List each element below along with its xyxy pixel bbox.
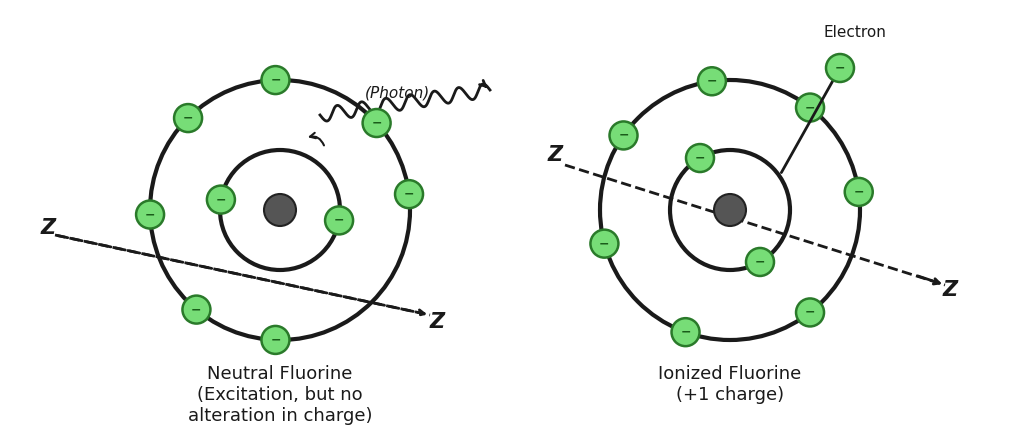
- Text: Z: Z: [942, 280, 957, 300]
- Text: Z: Z: [429, 312, 444, 332]
- Circle shape: [796, 298, 824, 326]
- Text: −: −: [372, 117, 382, 129]
- Text: −: −: [270, 73, 281, 87]
- Circle shape: [609, 121, 638, 150]
- Circle shape: [796, 94, 824, 121]
- Circle shape: [174, 104, 202, 132]
- Circle shape: [395, 180, 423, 208]
- Circle shape: [591, 230, 618, 258]
- Text: −: −: [191, 303, 202, 316]
- Text: −: −: [694, 151, 706, 165]
- Text: −: −: [853, 185, 864, 198]
- Text: −: −: [707, 75, 717, 88]
- Circle shape: [686, 144, 714, 172]
- Text: −: −: [755, 256, 765, 268]
- Circle shape: [261, 66, 290, 94]
- Text: Z: Z: [40, 218, 55, 238]
- Text: −: −: [618, 129, 629, 142]
- Circle shape: [182, 296, 211, 323]
- Text: −: −: [403, 187, 415, 201]
- Circle shape: [698, 67, 726, 95]
- Text: −: −: [805, 101, 815, 114]
- Text: −: −: [144, 208, 156, 221]
- Text: Electron: Electron: [823, 25, 887, 40]
- Text: −: −: [270, 334, 281, 346]
- Text: Ionized Fluorine
(+1 charge): Ionized Fluorine (+1 charge): [658, 365, 802, 404]
- Text: −: −: [334, 214, 344, 227]
- Text: Neutral Fluorine
(Excitation, but no
alteration in charge): Neutral Fluorine (Excitation, but no alt…: [187, 365, 373, 425]
- Circle shape: [845, 178, 872, 206]
- Circle shape: [362, 109, 390, 137]
- Circle shape: [136, 201, 164, 228]
- Circle shape: [714, 194, 746, 226]
- Circle shape: [826, 54, 854, 82]
- Text: −: −: [599, 237, 609, 250]
- Circle shape: [672, 318, 699, 346]
- Text: −: −: [805, 306, 815, 319]
- Circle shape: [325, 206, 353, 235]
- Circle shape: [264, 194, 296, 226]
- Text: Z: Z: [548, 145, 562, 165]
- Circle shape: [746, 248, 774, 276]
- Text: −: −: [680, 326, 691, 339]
- Text: −: −: [216, 193, 226, 206]
- Circle shape: [261, 326, 290, 354]
- Text: (Photon): (Photon): [365, 85, 430, 100]
- Text: −: −: [183, 112, 194, 125]
- Text: −: −: [835, 62, 845, 74]
- Circle shape: [207, 186, 234, 213]
